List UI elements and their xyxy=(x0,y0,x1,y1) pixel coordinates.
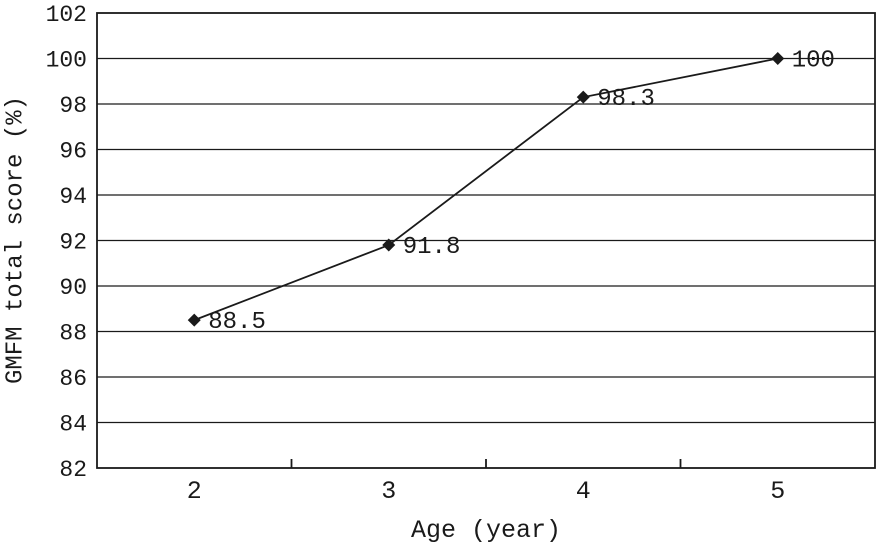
data-line xyxy=(193,57,778,321)
data-point-marker xyxy=(771,52,785,65)
data-point-marker xyxy=(187,313,201,327)
y-tick-label: 82 xyxy=(59,457,87,483)
x-tick-label: 2 xyxy=(187,477,202,506)
x-axis-title: Age (year) xyxy=(410,516,562,545)
y-axis-title: GMFM total score (%) xyxy=(2,95,30,385)
y-tick-label: 84 xyxy=(59,412,87,438)
data-point-label: 88.5 xyxy=(208,309,266,336)
data-point-label: 98.3 xyxy=(597,86,655,113)
y-tick-label: 90 xyxy=(59,275,87,301)
y-tick-label: 92 xyxy=(59,230,87,256)
y-tick-label: 100 xyxy=(46,48,87,74)
y-tick-label: 102 xyxy=(46,2,87,28)
y-tick-label: 94 xyxy=(59,184,87,210)
x-tick-label: 4 xyxy=(576,477,591,506)
data-point-label: 91.8 xyxy=(403,234,461,261)
data-point-label: 100 xyxy=(792,48,835,75)
y-tick-label: 86 xyxy=(59,366,87,392)
y-tick-label: 88 xyxy=(59,321,87,347)
y-tick-label: 98 xyxy=(59,93,87,119)
x-tick-label: 3 xyxy=(381,477,396,506)
data-point-marker xyxy=(576,90,590,104)
y-tick-label: 96 xyxy=(59,139,87,165)
data-point-marker xyxy=(382,238,396,252)
x-tick-label: 5 xyxy=(770,477,785,506)
